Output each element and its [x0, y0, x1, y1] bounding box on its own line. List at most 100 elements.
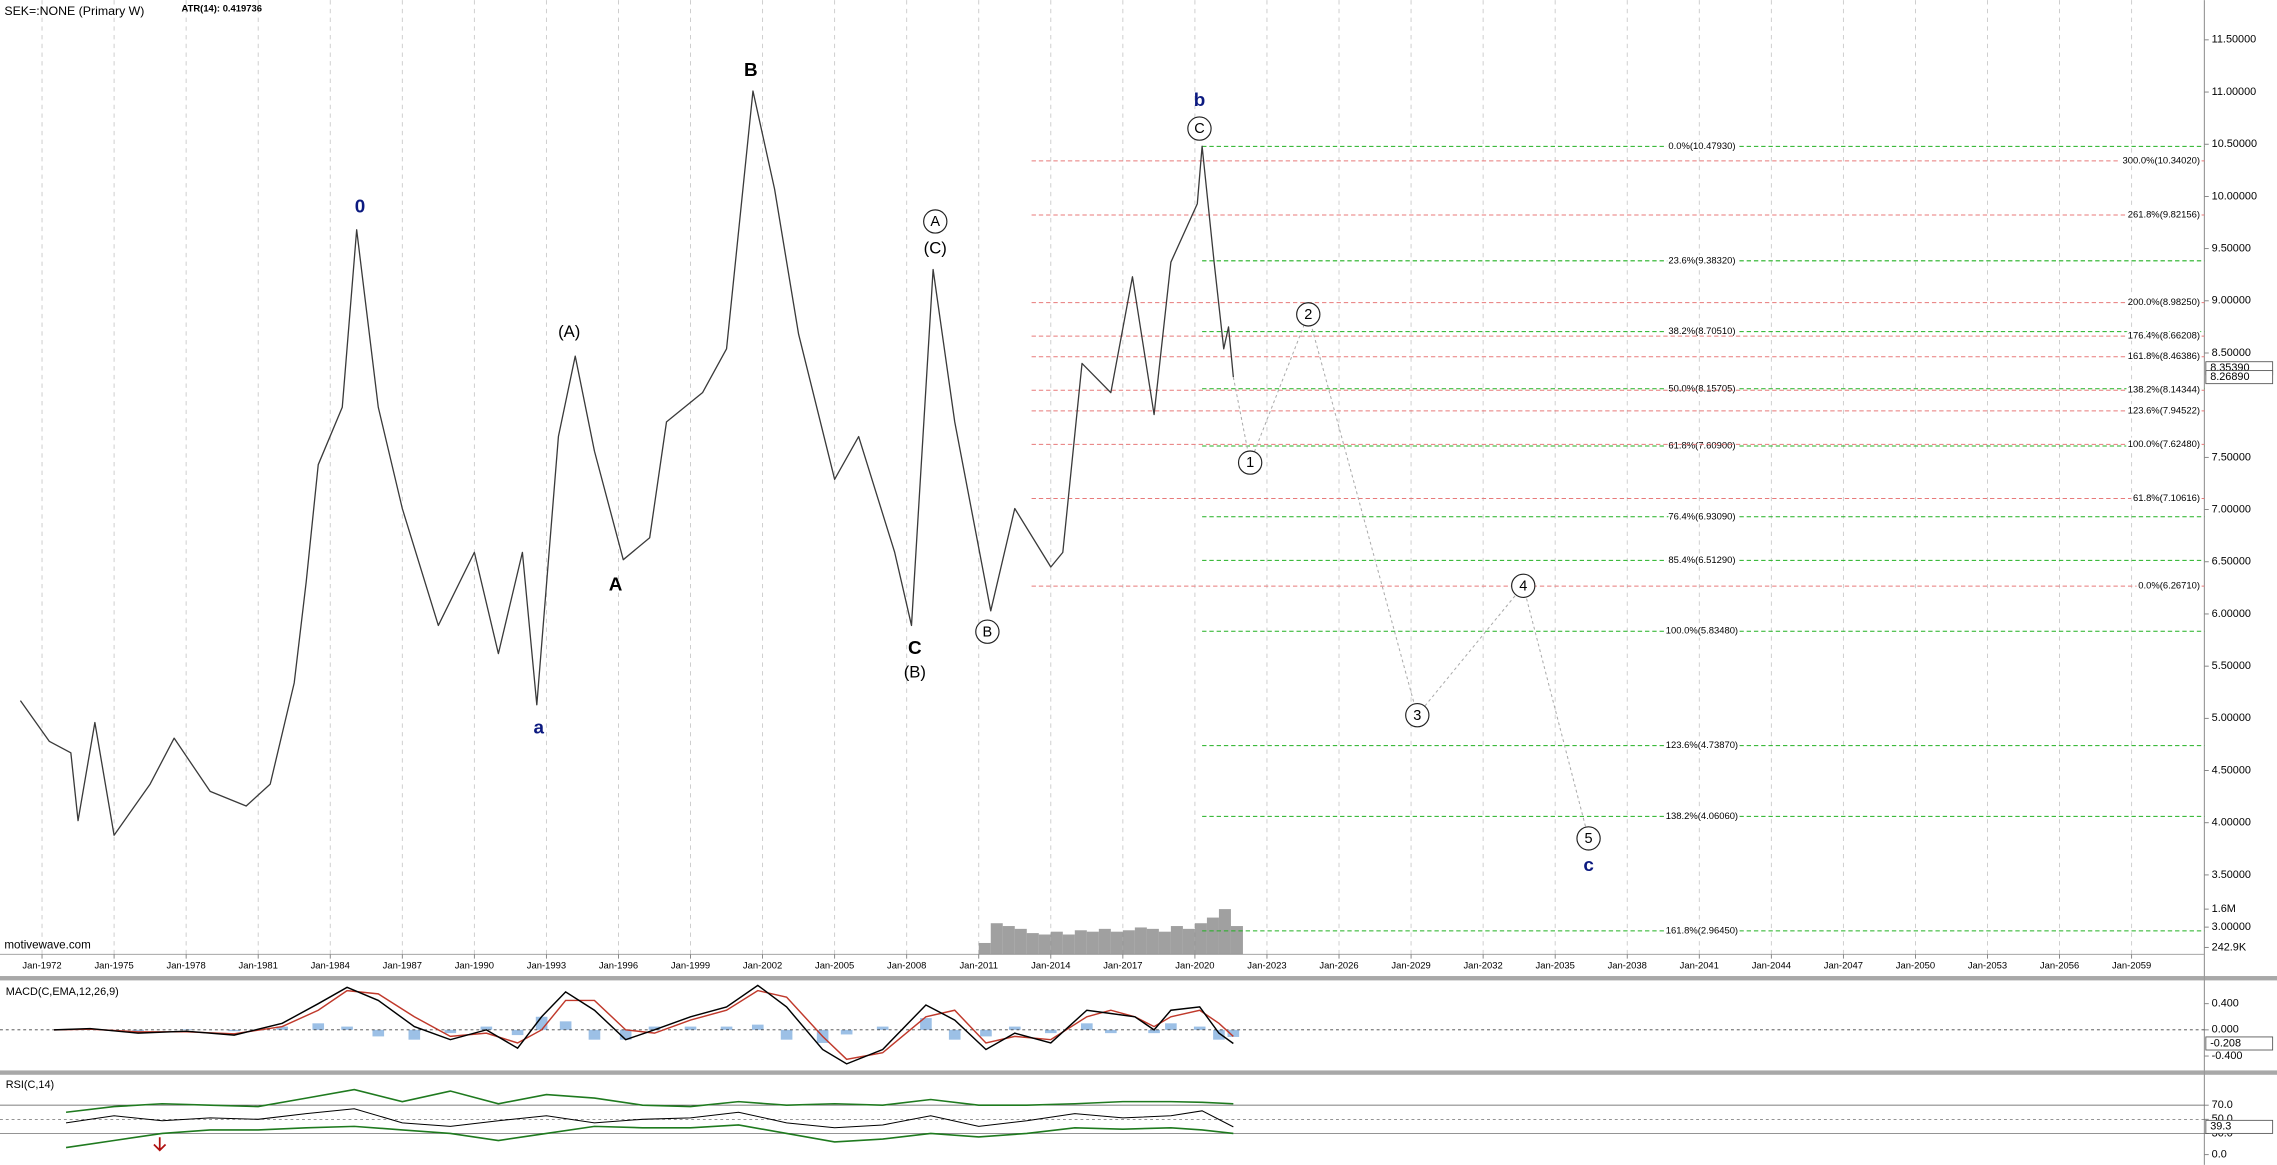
x-tick-label: Jan-2017 [1103, 959, 1142, 970]
volume-bar [1014, 928, 1027, 955]
y-tick-label: 1.6M [2212, 903, 2236, 915]
volume-bar [1086, 931, 1099, 955]
macd-histogram [1165, 1023, 1177, 1030]
projection-link [1232, 377, 1251, 463]
x-tick-label: Jan-1996 [599, 959, 638, 970]
wave-circle [975, 619, 1000, 644]
value-box-label: 39.3 [2210, 1121, 2231, 1133]
volume-bar [990, 923, 1003, 955]
volume-bar [1218, 909, 1231, 955]
macd-histogram [535, 1016, 548, 1030]
volume-bar [1074, 930, 1087, 955]
wave-label: (B) [904, 663, 926, 682]
x-tick-label: Jan-2050 [1896, 959, 1935, 970]
y-tick-label: 6.50000 [2212, 556, 2251, 568]
fib-label: 123.6%(7.94522) [2128, 404, 2200, 415]
volume-bar [1182, 928, 1195, 955]
volume-bar [1206, 917, 1219, 955]
y-tick-label: 5.50000 [2212, 660, 2251, 672]
watermark: motivewave.com [4, 939, 90, 952]
fib-label: 200.0%(8.98250) [2128, 296, 2200, 307]
macd-histogram [444, 1029, 457, 1034]
macd-histogram [559, 1021, 572, 1030]
wave-label: B [983, 624, 993, 640]
y-tick-label: 3.50000 [2212, 869, 2251, 881]
projection-label: 1 [1246, 455, 1254, 471]
volume-bar [1038, 934, 1051, 955]
wave-label: 0 [355, 196, 366, 217]
price-line [19, 90, 1234, 836]
volume-bar [1230, 926, 1243, 955]
y-tick-label: 8.50000 [2212, 347, 2251, 359]
value-box-label: -0.208 [2210, 1037, 2241, 1049]
y-tick-label: 0.000 [2212, 1024, 2239, 1036]
signal-arrow [153, 1137, 167, 1152]
macd-histogram [511, 1029, 524, 1036]
macd-line [54, 989, 1234, 1061]
macd-histogram [619, 1029, 632, 1040]
macd-histogram [312, 1023, 325, 1030]
fib-label: 100.0%(5.83480) [1666, 625, 1738, 636]
volume-bar [1146, 928, 1159, 955]
volume-bar [1110, 931, 1123, 955]
wave-label: (C) [924, 239, 947, 258]
rsi-line [65, 1108, 1234, 1129]
fib-label: 100.0%(7.62480) [2128, 438, 2200, 449]
projection-marker [1576, 826, 1601, 851]
fib-label: 0.0%(10.47930) [1668, 140, 1735, 151]
wave-label: a [533, 716, 544, 737]
y-tick-label: 11.00000 [2212, 86, 2257, 98]
macd-histogram [840, 1029, 853, 1035]
fib-label: 161.8%(2.96450) [1666, 924, 1738, 935]
pane-title: RSI(C,14) [6, 1079, 54, 1091]
y-tick-label: 10.50000 [2212, 138, 2257, 150]
fib-label: 300.0%(10.34020) [2123, 154, 2201, 165]
x-tick-label: Jan-2038 [1608, 959, 1647, 970]
x-tick-label: Jan-2011 [959, 959, 998, 970]
volume-bar [1194, 923, 1207, 955]
macd-histogram [751, 1024, 764, 1030]
macd-histogram [408, 1029, 421, 1040]
wave-label: A [609, 573, 623, 594]
projection-label: 2 [1304, 307, 1312, 323]
macd-histogram [720, 1026, 733, 1030]
x-tick-label: Jan-2032 [1463, 959, 1502, 970]
y-tick-label: 9.50000 [2212, 242, 2251, 254]
wave-label: c [1583, 854, 1594, 875]
wave-label: A [930, 214, 940, 230]
x-tick-label: Jan-2020 [1175, 959, 1214, 970]
x-tick-label: Jan-1981 [239, 959, 278, 970]
y-tick-label: 4.50000 [2212, 764, 2251, 776]
fib-label: 161.8%(8.46386) [2128, 350, 2200, 361]
volume-bar [1062, 934, 1075, 955]
macd-line [54, 984, 1234, 1065]
y-tick-label: 6.00000 [2212, 608, 2251, 620]
fib-label: 38.2%(8.70510) [1668, 325, 1735, 336]
x-tick-label: Jan-1984 [311, 959, 350, 970]
fib-label: 138.2%(8.14344) [2128, 384, 2200, 395]
rsi-line [65, 1124, 1234, 1149]
y-tick-label: 0.400 [2212, 998, 2239, 1010]
y-tick-label: 0.0 [2212, 1149, 2227, 1161]
y-tick-label: -0.400 [2212, 1050, 2243, 1062]
macd-histogram [480, 1026, 493, 1030]
wave-label: b [1194, 89, 1206, 110]
volume-bar [1134, 927, 1147, 955]
projection-label: 5 [1585, 831, 1593, 847]
x-tick-label: Jan-2023 [1247, 959, 1286, 970]
projection-marker [1296, 302, 1321, 327]
y-tick-label: 3.00000 [2212, 921, 2251, 933]
x-tick-label: Jan-2026 [1319, 959, 1358, 970]
fib-label: 138.2%(4.06060) [1666, 810, 1738, 821]
value-box [2205, 1036, 2274, 1051]
projection-label: 3 [1413, 708, 1421, 724]
y-tick-label: 9.00000 [2212, 295, 2251, 307]
macd-histogram [684, 1026, 697, 1030]
macd-histogram [1081, 1023, 1093, 1030]
fib-label: 0.0%(6.26710) [2138, 580, 2200, 591]
macd-histogram [1213, 1029, 1225, 1040]
macd-histogram [228, 1029, 240, 1032]
macd-histogram [1008, 1026, 1021, 1030]
